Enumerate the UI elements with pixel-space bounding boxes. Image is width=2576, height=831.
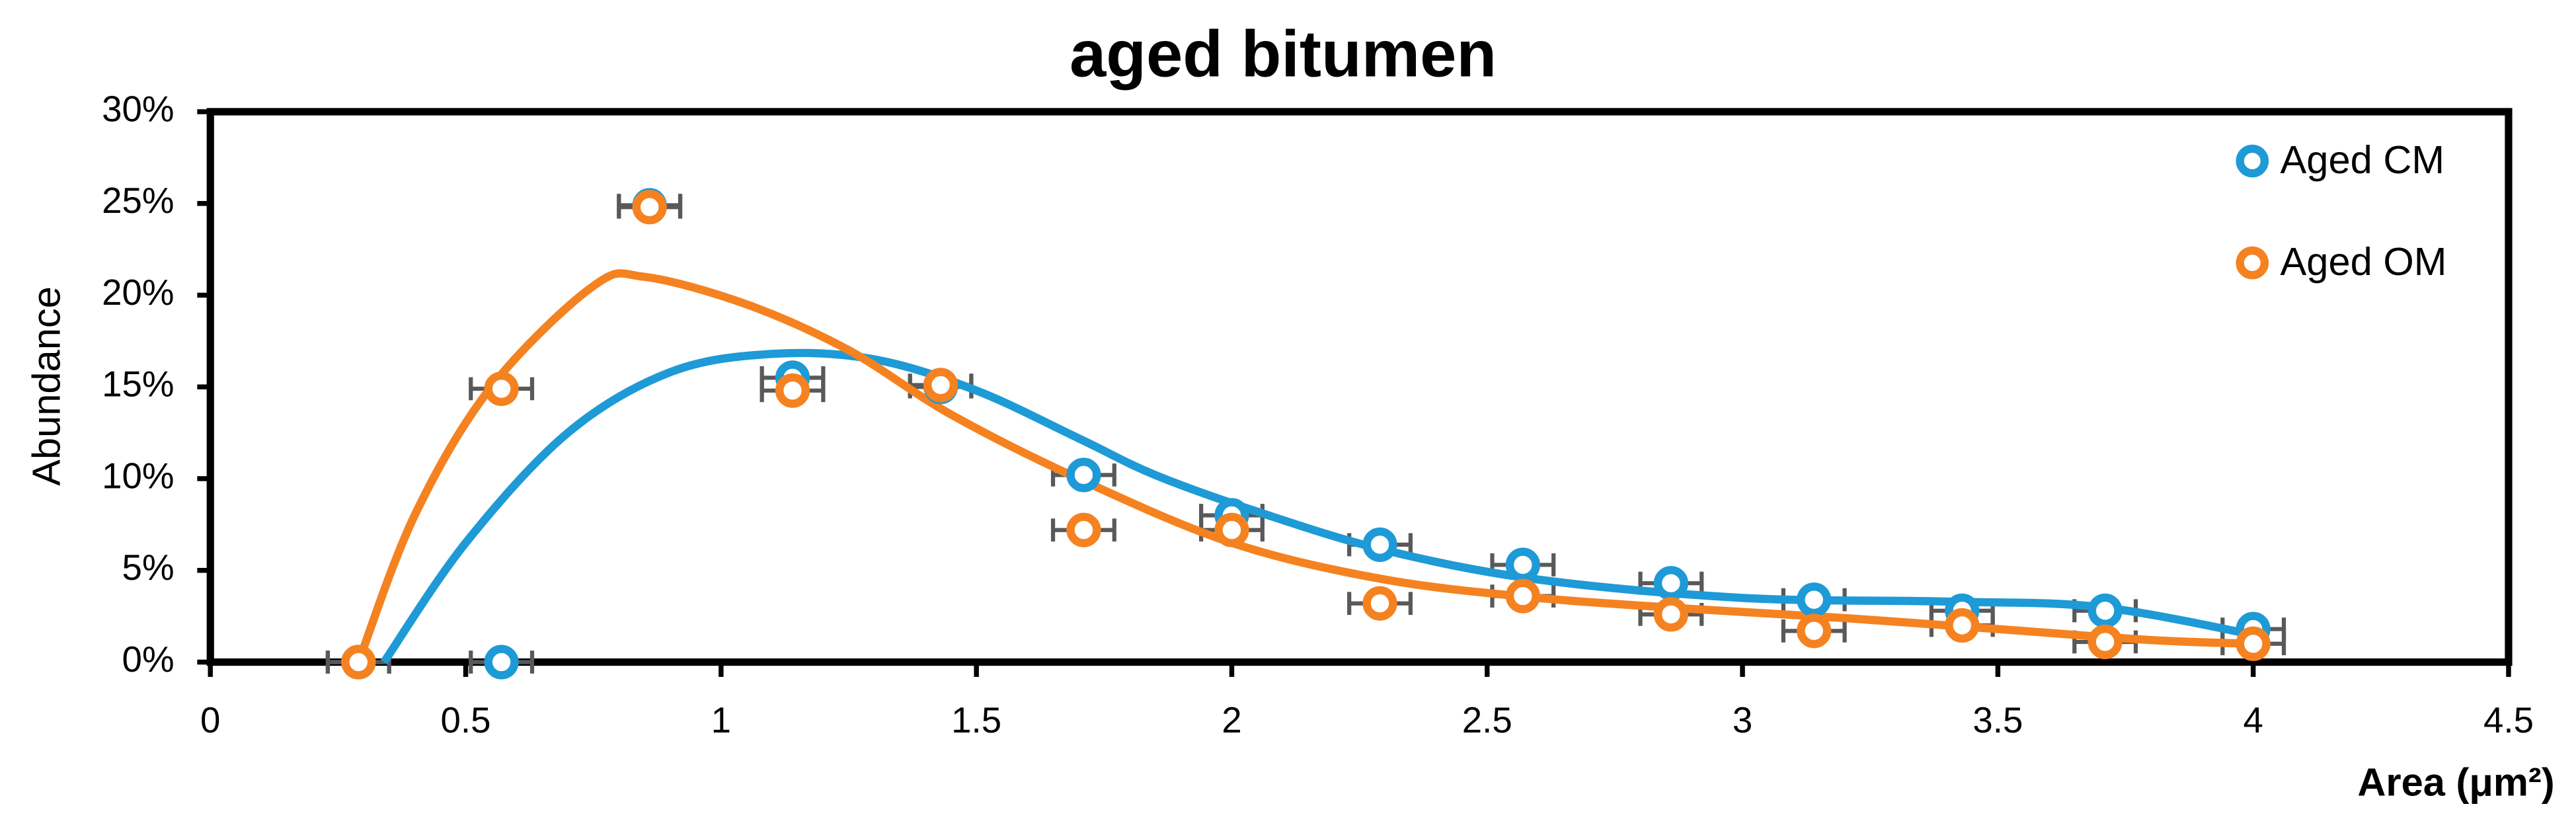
data-point bbox=[2088, 593, 2123, 628]
data-point bbox=[1653, 597, 1688, 632]
trendline bbox=[354, 269, 2253, 664]
data-point bbox=[1505, 547, 1540, 582]
plot-frame bbox=[206, 108, 2513, 666]
data-point bbox=[923, 368, 958, 403]
x-tick-label: 2 bbox=[1222, 700, 1241, 740]
data-point bbox=[1797, 613, 1832, 649]
y-tick-label: 20% bbox=[102, 272, 174, 313]
data-point bbox=[2236, 626, 2271, 661]
legend-label: Aged OM bbox=[2281, 239, 2447, 284]
data-point bbox=[2088, 624, 2123, 660]
y-tick-label: 15% bbox=[102, 364, 174, 405]
x-tick-label: 1.5 bbox=[951, 700, 1001, 740]
y-tick-label: 0% bbox=[122, 639, 175, 680]
x-tick-label: 4.5 bbox=[2483, 700, 2534, 740]
x-tick-label: 0.5 bbox=[441, 700, 491, 740]
x-tick-label: 3 bbox=[1733, 700, 1752, 740]
data-point bbox=[1066, 457, 1101, 493]
data-point bbox=[341, 645, 376, 680]
y-tick-label: 10% bbox=[102, 455, 174, 496]
y-tick-label: 25% bbox=[102, 180, 174, 221]
y-axis-title: Abundance bbox=[24, 286, 68, 486]
legend-marker bbox=[2236, 246, 2269, 280]
x-tick-label: 0 bbox=[200, 700, 220, 740]
x-tick-label: 2.5 bbox=[1462, 700, 1512, 740]
data-point bbox=[1214, 512, 1249, 547]
legend-marker bbox=[2236, 144, 2269, 178]
data-point bbox=[484, 371, 519, 407]
y-tick-label: 30% bbox=[102, 89, 174, 129]
x-tick-label: 1 bbox=[711, 700, 731, 740]
legend-label: Aged CM bbox=[2281, 138, 2445, 182]
trendline bbox=[380, 348, 2254, 665]
data-point bbox=[1945, 608, 1980, 643]
data-point bbox=[1362, 586, 1397, 621]
data-point bbox=[775, 373, 810, 408]
data-point bbox=[484, 645, 519, 680]
data-point bbox=[1066, 512, 1101, 547]
chart-title: aged bitumen bbox=[1070, 18, 1497, 91]
x-tick-label: 3.5 bbox=[1972, 700, 2023, 740]
data-point bbox=[632, 190, 667, 225]
data-point bbox=[1362, 527, 1397, 563]
data-point bbox=[1505, 578, 1540, 613]
data-point bbox=[1797, 582, 1832, 617]
x-axis-title: Area (μm²) bbox=[2357, 760, 2554, 805]
x-tick-label: 4 bbox=[2243, 700, 2263, 740]
data-point bbox=[1653, 566, 1688, 601]
y-tick-label: 5% bbox=[122, 547, 175, 588]
